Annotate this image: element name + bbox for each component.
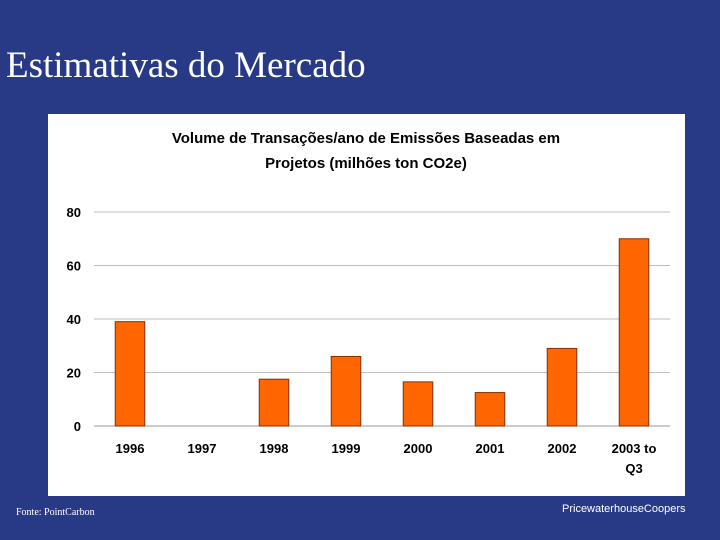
- bar: [258, 378, 290, 427]
- y-tick-label: 0: [74, 419, 81, 434]
- x-tick-label: 1998: [260, 441, 289, 456]
- bar: [618, 238, 650, 427]
- x-tick-label: 2000: [404, 441, 433, 456]
- chart-title-line: Projetos (milhões ton CO2e): [265, 155, 467, 172]
- x-axis-ticks: 1996 1997 1998 1999 2000 2001 2002 2003 to Q3: [116, 441, 657, 476]
- chart-panel: Volume de Transações/ano de Emissões Bas…: [48, 114, 685, 496]
- bar-chart: Volume de Transações/ano de Emissões Bas…: [67, 130, 670, 476]
- bar: [546, 347, 578, 427]
- x-tick-label: 1996: [116, 441, 145, 456]
- x-tick-label: Q3: [625, 461, 642, 476]
- x-tick-label: 1997: [188, 441, 217, 456]
- brand-label: PricewaterhouseCoopers: [562, 503, 686, 515]
- y-tick-label: 40: [67, 312, 81, 327]
- bars: [114, 238, 650, 427]
- bar: [402, 381, 434, 427]
- y-tick-label: 80: [67, 205, 81, 220]
- x-tick-label: 2001: [476, 441, 505, 456]
- y-tick-label: 20: [67, 366, 81, 381]
- x-tick-label: 2003 to: [612, 441, 657, 456]
- chart-title: Volume de Transações/ano de Emissões Bas…: [172, 130, 560, 172]
- y-axis-ticks: 0 20 40 60 80: [67, 205, 81, 434]
- bar: [330, 355, 362, 427]
- source-note: Fonte: PointCarbon: [16, 507, 95, 518]
- x-tick-label: 1999: [332, 441, 361, 456]
- slide-title: Estimativas do Mercado: [6, 45, 366, 86]
- x-tick-label: 2002: [548, 441, 577, 456]
- chart-title-line: Volume de Transações/ano de Emissões Bas…: [172, 130, 560, 147]
- y-tick-label: 60: [67, 259, 81, 274]
- bar: [114, 321, 146, 427]
- bar: [474, 392, 506, 427]
- gridlines: [94, 211, 670, 427]
